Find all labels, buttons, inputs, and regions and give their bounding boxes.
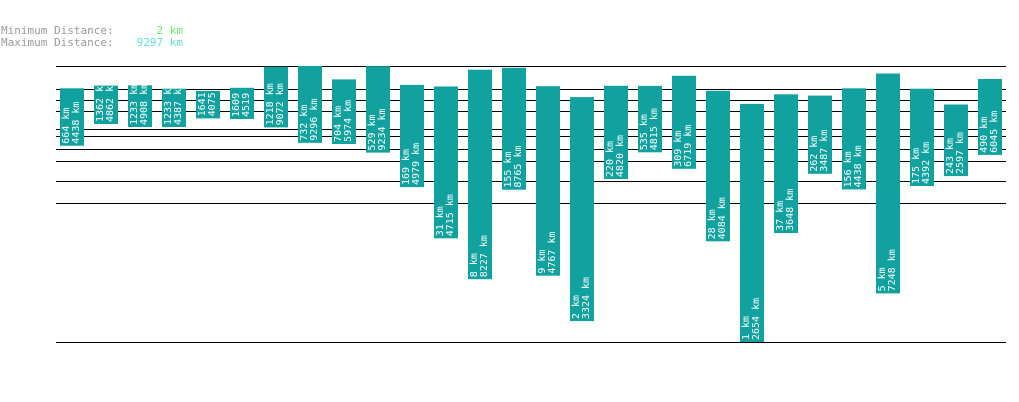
- range-bar-5: [230, 87, 254, 119]
- range-bar-12: [468, 69, 492, 280]
- bar-min-label-27: 490 km: [979, 117, 990, 153]
- bar-min-label-19: 28 km: [707, 209, 718, 239]
- range-bar-26: [944, 104, 968, 177]
- bar-min-label-8: 704 km: [333, 106, 344, 142]
- bar-min-label-22: 262 km: [809, 136, 820, 172]
- range-bar-7: [298, 66, 322, 143]
- range-bar-4: [196, 90, 220, 119]
- range-bar-3: [162, 88, 186, 127]
- range-bar-10: [400, 84, 424, 188]
- range-bar-2: [128, 85, 152, 127]
- bar-max-label-0: 4438 km: [71, 102, 82, 144]
- bar-max-label-15: 3324 km: [581, 277, 592, 319]
- range-bar-8: [332, 79, 356, 144]
- min-distance-value: 2 km: [156, 24, 184, 37]
- range-bar-21: [774, 94, 798, 233]
- bar-min-label-3: 1233 km: [163, 83, 174, 125]
- range-bar-15: [570, 97, 594, 322]
- bar-min-label-20: 1 km: [741, 316, 752, 340]
- bar-max-label-20: 2654 km: [751, 298, 762, 340]
- bar-max-label-16: 4820 km: [615, 135, 626, 177]
- bar-min-label-11: 31 km: [435, 206, 446, 236]
- bar-max-label-10: 4979 km: [411, 143, 422, 185]
- bar-min-label-17: 535 km: [639, 114, 650, 150]
- bar-min-label-18: 309 km: [673, 131, 684, 167]
- bar-max-label-5: 4519 km: [241, 75, 252, 117]
- range-bar-6: [264, 66, 288, 128]
- range-bar-27: [978, 79, 1002, 155]
- bar-max-label-14: 4767 km: [547, 231, 558, 273]
- bar-min-label-14: 9 km: [537, 250, 548, 274]
- bar-max-label-11: 4715 km: [445, 194, 456, 236]
- range-bar-24: [876, 73, 900, 294]
- max-distance-label: Maximum Distance:: [1, 36, 114, 49]
- range-bar-23: [842, 88, 866, 190]
- range-bar-9: [366, 66, 390, 153]
- bar-max-label-6: 9072 km: [275, 83, 286, 125]
- range-bar-16: [604, 85, 628, 179]
- bar-max-label-26: 2597 km: [955, 132, 966, 174]
- bar-min-label-7: 732 km: [299, 105, 310, 141]
- range-bar-1: [94, 85, 118, 124]
- bar-min-label-25: 175 km: [911, 148, 922, 184]
- range-bar-25: [910, 88, 934, 186]
- bar-min-label-23: 156 km: [843, 151, 854, 187]
- range-bar-13: [502, 67, 526, 190]
- bar-max-label-12: 8227 km: [479, 235, 490, 277]
- bar-max-label-24: 7248 km: [887, 249, 898, 291]
- bar-max-label-17: 4815 km: [649, 108, 660, 150]
- bar-min-label-13: 155 km: [503, 152, 514, 188]
- bar-min-label-6: 1218 km: [265, 83, 276, 125]
- bar-max-label-13: 8765 km: [513, 146, 524, 188]
- max-distance-value: 9297 km: [136, 36, 183, 49]
- bar-min-label-4: 1641 km: [197, 74, 208, 116]
- range-bar-14: [536, 86, 560, 276]
- min-distance-label: Minimum Distance:: [1, 24, 114, 37]
- bar-min-label-10: 169 km: [401, 149, 412, 185]
- bar-min-label-15: 2 km: [571, 295, 582, 319]
- bar-min-label-5: 1609 km: [231, 75, 242, 117]
- bar-max-label-21: 3648 km: [785, 189, 796, 231]
- bar-min-label-9: 529 km: [367, 114, 378, 150]
- bar-max-label-8: 5974 km: [343, 100, 354, 142]
- range-bar-18: [672, 75, 696, 169]
- bar-min-label-16: 220 km: [605, 141, 616, 177]
- min-distance-row: Minimum Distance: 2 km: [1, 25, 183, 37]
- bar-min-label-2: 1233 km: [129, 83, 140, 125]
- bar-max-label-27: 6045 km: [989, 111, 1000, 153]
- max-distance-row: Maximum Distance: 9297 km: [1, 37, 183, 49]
- bar-max-label-25: 4392 km: [921, 142, 932, 184]
- bar-min-label-0: 664 km: [61, 108, 72, 144]
- bar-max-label-7: 9296 km: [309, 99, 320, 141]
- range-bar-19: [706, 90, 730, 242]
- bar-max-label-9: 9234 km: [377, 108, 388, 150]
- range-bar-11: [434, 86, 458, 239]
- bar-max-label-23: 4438 km: [853, 145, 864, 187]
- bar-min-label-21: 37 km: [775, 201, 786, 231]
- bar-max-label-3: 4387 km: [173, 83, 184, 125]
- bar-max-label-4: 4075 km: [207, 74, 218, 116]
- bar-min-label-26: 243 km: [945, 138, 956, 174]
- range-bar-22: [808, 95, 832, 174]
- header-legend: Minimum Distance: 2 km Maximum Distance: 9…: [1, 25, 183, 49]
- bar-max-label-18: 6719 km: [683, 125, 694, 167]
- range-bar-17: [638, 85, 662, 153]
- bar-max-label-2: 4908 km: [139, 83, 150, 125]
- bar-min-label-12: 8 km: [469, 253, 480, 277]
- range-bar-20: [740, 103, 764, 343]
- bar-min-label-1: 1362 km: [95, 80, 106, 122]
- bar-max-label-1: 4862 km: [105, 80, 116, 122]
- bar-max-label-19: 4084 km: [717, 197, 728, 239]
- range-bar-0: [60, 88, 84, 146]
- bar-min-label-24: 5 km: [877, 267, 888, 291]
- bar-max-label-22: 3487 km: [819, 130, 830, 172]
